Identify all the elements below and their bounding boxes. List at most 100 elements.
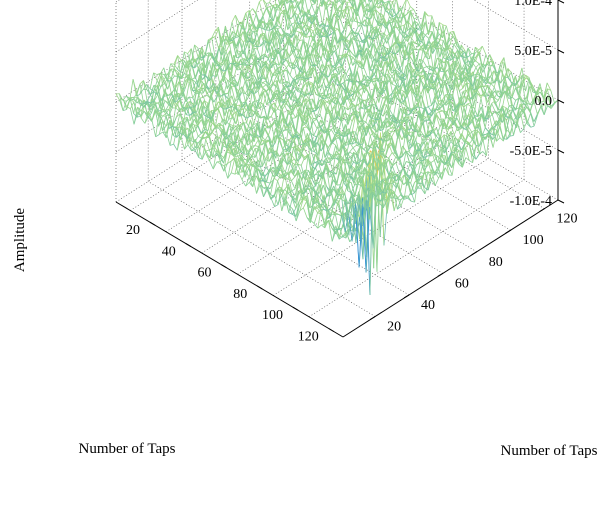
mesh-segment: [475, 63, 480, 68]
mesh-segment: [358, 197, 363, 268]
mesh-segment: [515, 87, 520, 99]
mesh-segment: [487, 103, 493, 119]
mesh-segment: [399, 101, 404, 103]
mesh-segment: [305, 176, 310, 180]
mesh-segment: [378, 186, 383, 193]
mesh-segment: [519, 94, 524, 113]
mesh-segment: [501, 92, 506, 110]
mesh-segment: [508, 94, 513, 99]
mesh-segment: [374, 149, 379, 171]
mesh-segment: [382, 184, 387, 193]
mesh-segment: [368, 191, 373, 197]
mesh-segment: [446, 116, 451, 120]
mesh-segment: [326, 185, 331, 191]
mesh-segment: [398, 145, 403, 160]
mesh-segment: [470, 100, 475, 116]
mesh-segment: [406, 163, 411, 176]
mesh-segment: [543, 95, 549, 115]
mesh-segment: [500, 77, 505, 84]
mesh-segment: [299, 199, 304, 212]
mesh-segment: [453, 126, 459, 136]
mesh-segment: [349, 147, 354, 153]
mesh-segment: [254, 145, 259, 147]
mesh-segment: [392, 171, 397, 182]
mesh-segment: [375, 198, 380, 202]
mesh-segment: [408, 140, 413, 152]
mesh-segment: [420, 177, 425, 188]
mesh-segment: [350, 174, 355, 180]
mesh-segment: [454, 141, 459, 147]
mesh-segment: [515, 97, 520, 111]
mesh-segment: [385, 73, 389, 76]
mesh-segment: [288, 198, 293, 213]
mesh-segment: [499, 127, 504, 139]
gridline-floor-y: [181, 159, 410, 296]
mesh-segment: [416, 162, 421, 179]
gridline-zlevel: [330, 64, 559, 201]
mesh-segment: [468, 134, 473, 139]
mesh-segment: [449, 119, 454, 126]
mesh-segment: [422, 140, 427, 145]
mesh-segment: [266, 181, 271, 184]
mesh-segment: [382, 179, 387, 186]
mesh-segment: [399, 168, 404, 174]
mesh-segment: [412, 154, 417, 157]
mesh-segment: [410, 192, 415, 196]
mesh-segment: [475, 153, 480, 160]
mesh-segment: [526, 102, 531, 112]
gridline-floor-y: [148, 181, 376, 317]
mesh-segment: [400, 196, 405, 201]
mesh-segment: [407, 197, 412, 202]
mesh-segment: [361, 204, 366, 212]
mesh-segment: [502, 107, 507, 123]
mesh-segment: [459, 90, 464, 105]
mesh-segment: [402, 168, 407, 176]
mesh-segment: [333, 196, 338, 206]
mesh-segment: [327, 210, 332, 217]
mesh-segment: [231, 172, 236, 175]
mesh-segment: [360, 161, 365, 167]
mesh-segment: [423, 155, 427, 159]
mesh-segment: [424, 171, 429, 188]
mesh-segment: [387, 131, 392, 138]
mesh-segment: [371, 162, 376, 169]
mesh-segment: [400, 175, 405, 192]
mesh-segment: [420, 173, 425, 179]
mesh-segment: [378, 179, 383, 188]
mesh-segment: [465, 157, 470, 161]
mesh-segment: [514, 80, 519, 85]
mesh-segment: [303, 126, 307, 129]
mesh-segment: [536, 106, 542, 115]
mesh-segment: [313, 128, 318, 136]
mesh-segment: [313, 193, 318, 205]
mesh-segment: [485, 132, 490, 135]
mesh-segment: [415, 149, 420, 152]
mesh-segment: [484, 117, 489, 120]
mesh-segment: [447, 141, 452, 149]
mesh-segment: [469, 160, 473, 164]
mesh-segment: [517, 67, 523, 81]
mesh-segment: [403, 197, 408, 200]
gridline-floor-x: [130, 73, 346, 211]
mesh-segment: [334, 200, 339, 215]
mesh-segment: [338, 227, 343, 231]
mesh-segment: [374, 167, 380, 184]
mesh-segment: [350, 192, 356, 198]
mesh-segment: [391, 152, 396, 155]
mesh-segment: [454, 145, 459, 153]
gridline-floor-y: [215, 138, 444, 274]
mesh-segment: [433, 141, 438, 146]
mesh-segment: [367, 159, 372, 166]
mesh-segment: [550, 90, 555, 103]
mesh-segment: [491, 113, 497, 127]
mesh-segment: [448, 166, 453, 176]
mesh-segment: [381, 159, 386, 176]
mesh-segment: [350, 165, 355, 184]
mesh-segment: [460, 122, 466, 138]
mesh-segment: [546, 82, 552, 91]
mesh-segment: [436, 136, 441, 140]
mesh-segment: [506, 120, 511, 137]
mesh-segment: [295, 200, 300, 217]
mesh-segment: [426, 138, 431, 151]
mesh-segment: [362, 170, 367, 260]
